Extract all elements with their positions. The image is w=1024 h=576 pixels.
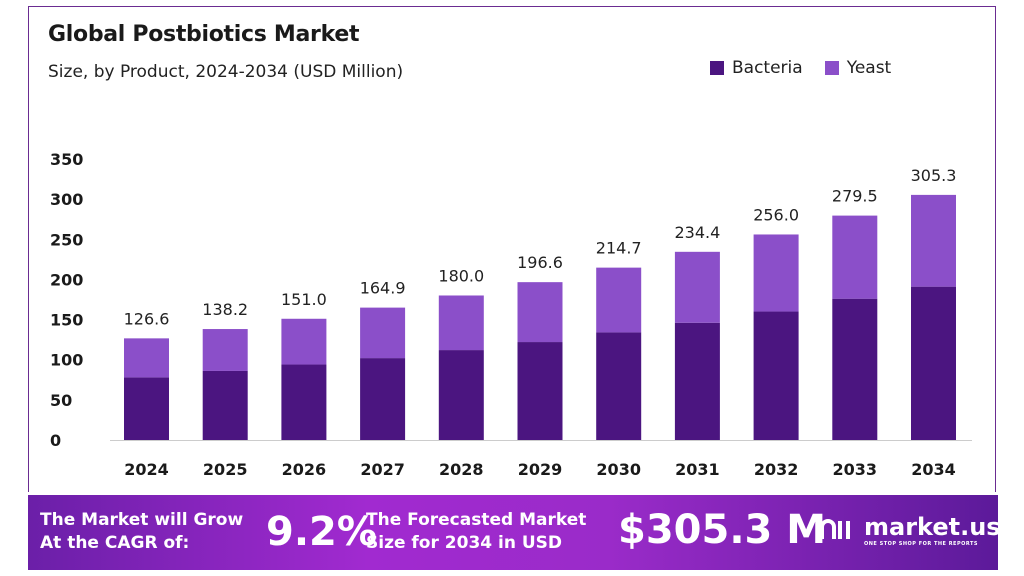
bar-bacteria xyxy=(438,350,484,440)
bar-chart: 0 50 100 150 200 250 300 350 126.6 2024 138.2 2025 1… xyxy=(50,150,972,479)
y-tick-label: 100 xyxy=(50,351,83,370)
data-label: 256.0 xyxy=(753,205,799,224)
x-tick-label: 2031 xyxy=(675,460,720,479)
x-tick-label: 2030 xyxy=(596,460,641,479)
legend-label: Yeast xyxy=(846,58,892,78)
chart-title: Global Postbiotics Market xyxy=(48,22,360,47)
x-tick-label: 2028 xyxy=(439,460,484,479)
bar-yeast xyxy=(596,267,642,333)
bar-yeast xyxy=(832,215,878,299)
legend-item-bacteria: Bacteria xyxy=(710,58,803,78)
bar-yeast xyxy=(517,282,563,343)
summary-banner: The Market will Grow At the CAGR of: 9.2%… xyxy=(28,495,1001,570)
bar-bacteria xyxy=(832,298,878,440)
y-tick-label: 0 xyxy=(50,431,61,450)
bar-yeast xyxy=(202,329,248,371)
data-label: 180.0 xyxy=(438,266,484,285)
bar-bacteria xyxy=(124,377,169,440)
x-tick-label: 2026 xyxy=(282,460,327,479)
bar-bacteria xyxy=(596,332,642,440)
x-tick-label: 2024 xyxy=(124,460,169,479)
brand-tagline: ONE STOP SHOP FOR THE REPORTS xyxy=(864,541,979,547)
x-tick-label: 2027 xyxy=(360,460,405,479)
forecast-label: The Forecasted Market Size for 2034 in US… xyxy=(366,510,587,553)
market-us-logo-icon xyxy=(820,519,850,539)
bar-yeast xyxy=(438,295,484,351)
bar-bacteria xyxy=(753,311,799,440)
data-label: 126.6 xyxy=(124,309,170,328)
brand-logo: market.us ONE STOP SHOP FOR THE REPORTS xyxy=(818,513,1001,547)
x-tick-label: 2032 xyxy=(754,460,799,479)
bar-bacteria xyxy=(517,342,563,440)
y-tick-label: 250 xyxy=(50,230,83,249)
bar-yeast xyxy=(124,338,169,378)
x-tick-label: 2025 xyxy=(203,460,248,479)
y-tick-label: 50 xyxy=(50,391,72,410)
data-label: 196.6 xyxy=(517,253,563,272)
bar-bacteria xyxy=(360,358,406,440)
bar-yeast xyxy=(911,194,956,287)
legend-item-yeast: Yeast xyxy=(824,58,892,78)
legend-swatch xyxy=(710,61,724,75)
legend-label: Bacteria xyxy=(732,58,803,78)
bar-yeast xyxy=(674,251,720,323)
y-tick-label: 150 xyxy=(50,311,83,330)
chart-subtitle: Size, by Product, 2024-2034 (USD Million… xyxy=(48,62,404,82)
data-label: 164.9 xyxy=(360,279,406,298)
bar-yeast xyxy=(360,307,406,359)
x-tick-label: 2034 xyxy=(911,460,956,479)
bar-bacteria xyxy=(202,370,248,440)
data-label: 234.4 xyxy=(674,223,720,242)
bar-yeast xyxy=(753,234,799,312)
y-tick-label: 350 xyxy=(50,150,83,169)
data-label: 305.3 xyxy=(911,166,957,185)
data-label: 151.0 xyxy=(281,290,327,309)
cagr-label: The Market will Grow At the CAGR of: xyxy=(40,510,244,553)
brand-name: market.us xyxy=(864,513,1001,541)
y-tick-label: 200 xyxy=(50,270,83,289)
cagr-value: 9.2% xyxy=(266,509,377,555)
x-tick-label: 2029 xyxy=(518,460,563,479)
data-label: 138.2 xyxy=(202,300,248,319)
bar-bacteria xyxy=(674,322,720,440)
chart-frame xyxy=(28,6,996,492)
bar-yeast xyxy=(281,318,327,365)
y-tick-label: 300 xyxy=(50,190,83,209)
bar-bacteria xyxy=(911,286,956,440)
bar-bacteria xyxy=(281,364,327,440)
data-label: 214.7 xyxy=(596,239,642,258)
forecast-value: $305.3 M xyxy=(618,507,827,553)
x-tick-label: 2033 xyxy=(833,460,878,479)
legend: Bacteria Yeast xyxy=(710,58,891,78)
legend-swatch xyxy=(824,61,839,75)
data-label: 279.5 xyxy=(832,187,878,206)
